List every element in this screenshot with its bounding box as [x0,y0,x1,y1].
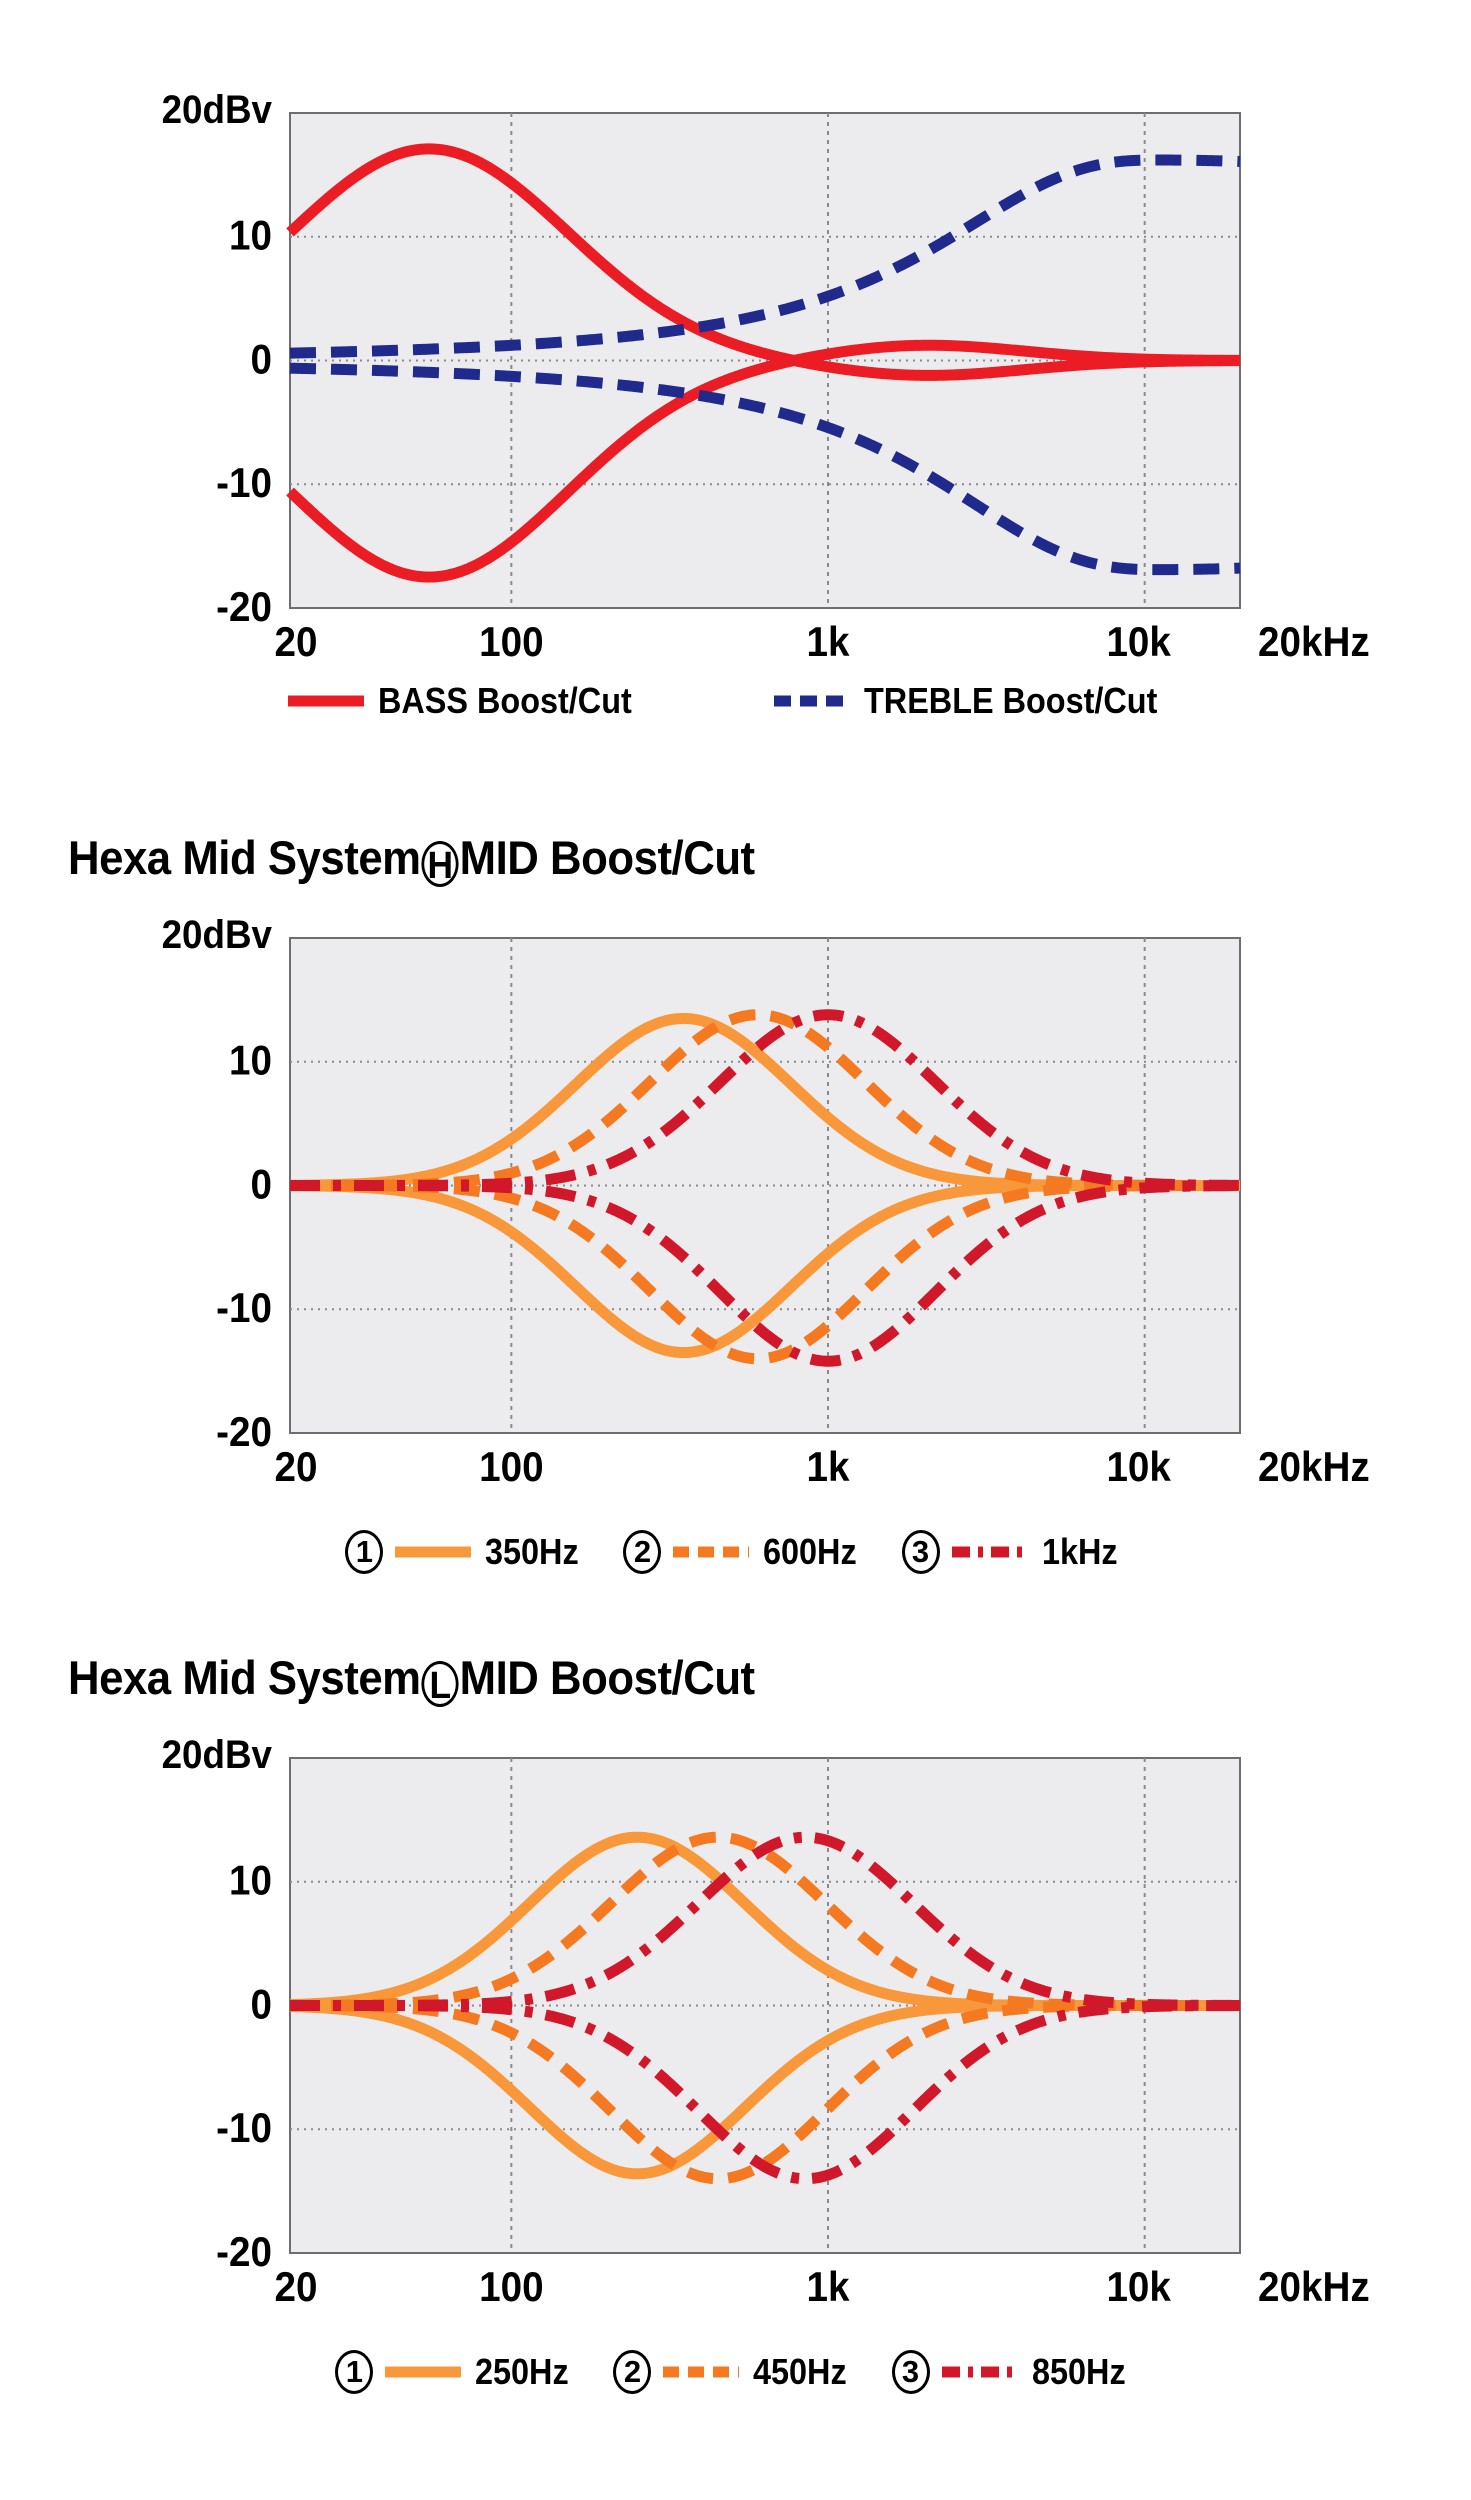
svg-text:-10: -10 [216,2104,272,2152]
h-600hz-swatch [673,1546,750,1558]
legend-item-bass[interactable]: BASS Boost/Cut [282,680,660,722]
title-prefix-h: Hexa Mid System [68,831,421,884]
svg-text:20kHz: 20kHz [1258,2262,1370,2310]
svg-text:10: 10 [229,211,272,259]
chart-block-hexa-mid-h: Hexa Mid System H MID Boost/Cut 20dBv 10 0 -1… [0,830,1471,1610]
svg-text:-20: -20 [216,1407,272,1455]
chart-block-hexa-mid-l: Hexa Mid System L MID Boost/Cut 20dBv 10 0 -1… [0,1650,1471,2440]
legend-item-l-3[interactable]: 3 850Hz [891,2350,1136,2394]
svg-text:10: 10 [229,1036,272,1084]
legend-label-bass: BASS Boost/Cut [377,680,632,721]
chart-title-hexa-mid-l: Hexa Mid System L MID Boost/Cut [68,1650,755,1707]
h-350hz-swatch [395,1546,472,1558]
svg-text:-10: -10 [216,1284,272,1332]
svg-text:20: 20 [275,617,318,665]
svg-text:-10: -10 [216,459,272,507]
chart-title-hexa-mid-h: Hexa Mid System H MID Boost/Cut [68,830,755,887]
legend-number-2: 2 [613,2350,652,2394]
svg-text:10k: 10k [1106,1442,1171,1490]
svg-text:100: 100 [479,1442,543,1490]
bass-line-swatch [287,695,364,707]
svg-text:20kHz: 20kHz [1258,617,1370,665]
legend-label-l-1: 250Hz [475,2351,570,2392]
legend-label-treble: TREBLE Boost/Cut [863,680,1157,721]
legend-item-treble[interactable]: TREBLE Boost/Cut [768,680,1190,722]
legend-item-h-3[interactable]: 3 1kHz [901,1530,1126,1574]
legend-number-3: 3 [891,2350,930,2394]
l-250hz-swatch [385,2366,462,2378]
svg-text:0: 0 [251,1980,272,2028]
legend-number-2: 2 [623,1530,662,1574]
chart-block-bass-treble: 20dBv 10 0 -10 -20 20 100 1k 10k 20kHz BASS Boost… [0,0,1471,760]
title-circle-h: H [421,841,459,887]
treble-line-swatch [773,695,850,707]
svg-text:1k: 1k [807,617,851,665]
svg-text:1k: 1k [807,2262,851,2310]
legend-label-h-1: 350Hz [485,1531,580,1572]
legend-item-l-1[interactable]: 1 250Hz [335,2350,579,2394]
svg-text:0: 0 [251,335,272,383]
l-450hz-swatch [663,2366,740,2378]
svg-text:10: 10 [229,1856,272,1904]
legend-label-l-2: 450Hz [753,2351,848,2392]
legend-number-3: 3 [901,1530,940,1574]
legend-hexa-mid-h: 1 350Hz 2 600Hz 3 1kHz [0,1530,1471,1574]
svg-text:20kHz: 20kHz [1258,1442,1370,1490]
title-prefix-l: Hexa Mid System [68,1651,421,1704]
svg-text:-20: -20 [216,2227,272,2275]
legend-number-1: 1 [345,1530,384,1574]
legend-hexa-mid-l: 1 250Hz 2 450Hz 3 850Hz [0,2350,1471,2394]
legend-label-l-3: 850Hz [1031,2351,1126,2392]
svg-text:100: 100 [479,617,543,665]
svg-text:10k: 10k [1106,617,1171,665]
legend-bass-treble: BASS Boost/Cut TREBLE Boost/Cut [0,680,1471,722]
svg-text:1k: 1k [807,1442,851,1490]
svg-text:20: 20 [275,2262,318,2310]
legend-number-1: 1 [335,2350,374,2394]
svg-text:10k: 10k [1106,2262,1171,2310]
svg-text:20dBv: 20dBv [162,913,273,958]
legend-label-h-2: 600Hz [763,1531,858,1572]
svg-text:0: 0 [251,1160,272,1208]
legend-label-h-3: 1kHz [1041,1531,1118,1572]
l-850hz-swatch [941,2366,1018,2378]
svg-text:20dBv: 20dBv [162,1733,273,1778]
title-suffix-h: MID Boost/Cut [459,831,755,884]
title-circle-l: L [421,1661,459,1707]
legend-item-h-1[interactable]: 1 350Hz [345,1530,589,1574]
h-1khz-swatch [951,1546,1028,1558]
title-suffix-l: MID Boost/Cut [459,1651,755,1704]
svg-text:20: 20 [275,1442,318,1490]
svg-text:20dBv: 20dBv [162,88,273,133]
legend-item-h-2[interactable]: 2 600Hz [623,1530,867,1574]
svg-text:-20: -20 [216,582,272,630]
legend-item-l-2[interactable]: 2 450Hz [613,2350,857,2394]
svg-text:100: 100 [479,2262,543,2310]
